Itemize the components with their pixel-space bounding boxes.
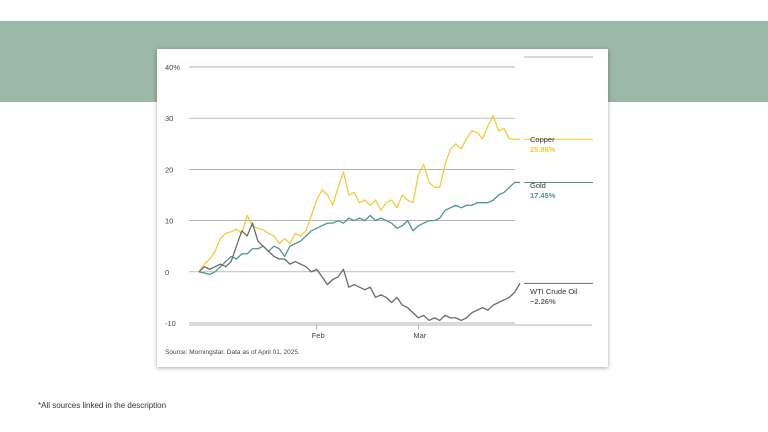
legend-name: Gold [530, 181, 546, 190]
y-tick-label: -10 [165, 319, 176, 328]
source-note: Source: Morningstar. Data as of April 01… [165, 349, 300, 356]
chart-card: 40% 30 20 10 0 -10 Feb Mar Copper 25.86% Gold 17.45… [157, 49, 608, 367]
y-tick-label: 40% [165, 63, 180, 72]
y-tick-label: 20 [165, 165, 173, 174]
y-tick-label: 30 [165, 114, 173, 123]
x-tick-label: Feb [312, 331, 325, 340]
legend-value: −2.26% [530, 297, 556, 306]
legend-name: WTI Crude Oil [530, 287, 578, 296]
legend-name: Copper [530, 135, 555, 144]
y-tick-label: 10 [165, 217, 173, 226]
footnote: *All sources linked in the description [38, 401, 167, 410]
legend-value: 17.45% [530, 191, 556, 200]
legend-value: 25.86% [530, 145, 556, 154]
x-tick-label: Mar [413, 331, 426, 340]
series-line-0 [198, 114, 520, 273]
series-line-1 [198, 181, 520, 276]
series-line-2 [198, 222, 521, 322]
y-tick-label: 0 [165, 268, 169, 277]
